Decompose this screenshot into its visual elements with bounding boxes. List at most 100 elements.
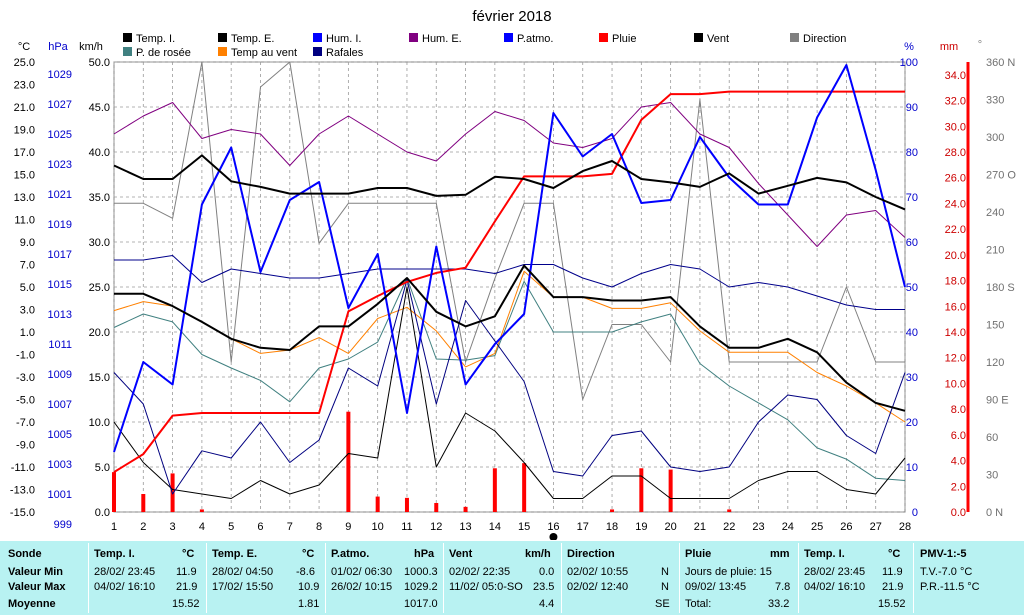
patmo-max-value: 1029.2 — [404, 581, 438, 593]
wind-tick-label: 10.0 — [89, 417, 110, 429]
dir-tick-label: 180 S — [986, 282, 1015, 294]
temp-i2-min-time: 28/02/ 23:45 — [804, 566, 866, 578]
legend-label: Direction — [803, 33, 846, 45]
temp-tick-label: 7.0 — [20, 260, 35, 272]
dir-tick-label: 30 — [986, 470, 998, 482]
stats-temp-i-2: Temp. I. °C 28/02/ 23:45 11.9 04/02/ 16:… — [800, 541, 912, 615]
mm-tick-label: 30.0 — [945, 121, 966, 133]
temp-i2-header: Temp. I. — [804, 548, 845, 560]
pluie-total-value: 33.2 — [768, 598, 790, 610]
legend-label: P. de rosée — [136, 47, 191, 59]
rain-bar — [668, 469, 673, 512]
hpa-tick-label: 1003 — [48, 459, 72, 471]
legend-swatch — [123, 33, 132, 42]
mm-tick-label: 22.0 — [945, 224, 966, 236]
chart-title: février 2018 — [472, 8, 551, 25]
hpa-tick-label: 999 — [54, 519, 72, 531]
wind-tick-label: 30.0 — [89, 237, 110, 249]
mm-tick-label: 32.0 — [945, 96, 966, 108]
hpa-tick-label: 1011 — [48, 339, 72, 351]
stats-patmo: P.atmo. hPa 01/02/ 06:30 1000.3 26/02/ 1… — [327, 541, 441, 615]
day-tick-label: 26 — [840, 521, 852, 533]
direction-header: Direction — [567, 548, 615, 560]
temp-tick-label: -1.0 — [16, 350, 35, 362]
mm-tick-label: 10.0 — [945, 378, 966, 390]
temp-i2-unit: °C — [888, 548, 901, 560]
wind-tick-label: 15.0 — [89, 372, 110, 384]
wind-tick-label: 0.0 — [95, 507, 110, 519]
pct-tick-label: 20 — [906, 417, 918, 429]
legend-swatch — [313, 33, 322, 42]
wind-tick-label: 20.0 — [89, 327, 110, 339]
patmo-unit: hPa — [414, 548, 435, 560]
temp-tick-label: -3.0 — [16, 372, 35, 384]
mm-tick-label: 16.0 — [945, 301, 966, 313]
day-tick-label: 24 — [782, 521, 794, 533]
pct-tick-label: 80 — [906, 147, 918, 159]
day-tick-label: 10 — [372, 521, 384, 533]
temp-tick-label: 21.0 — [14, 102, 35, 114]
today-marker — [549, 533, 558, 540]
legend-label: Hum. I. — [326, 33, 361, 45]
pmv-header: PMV-1:-5 — [920, 548, 967, 560]
pct-tick-label: 60 — [906, 237, 918, 249]
temp-e-min-value: -8.6 — [296, 566, 315, 578]
vent-max-time: 11/02/ 05:0-SO — [449, 581, 523, 593]
row-avg-label: Moyenne — [8, 598, 56, 610]
legend-label: P.atmo. — [517, 33, 554, 45]
rain-bar — [727, 509, 732, 512]
legend-swatch — [504, 33, 513, 42]
patmo-average: 1017.0 — [404, 598, 438, 610]
temp-e-min-time: 28/02/ 04:50 — [212, 566, 274, 578]
day-tick-label: 3 — [170, 521, 176, 533]
stats-divider — [88, 543, 89, 613]
pluie-unit: mm — [770, 548, 790, 560]
stats-temp-e: Temp. E. °C 28/02/ 04:50 -8.6 17/02/ 15:… — [208, 541, 322, 615]
pluie-max-value: 7.8 — [775, 581, 791, 593]
temp-tick-label: 11.0 — [14, 215, 35, 227]
legend-swatch — [218, 47, 227, 56]
direction-max-value: N — [661, 581, 669, 593]
mm-tick-label: 8.0 — [951, 404, 966, 416]
hpa-tick-label: 1025 — [48, 129, 72, 141]
day-tick-label: 15 — [518, 521, 530, 533]
row-max-label: Valeur Max — [8, 581, 66, 593]
rain-bar — [375, 496, 380, 512]
series-temp-e — [114, 264, 906, 412]
rain-bar — [492, 468, 497, 512]
series-direction — [114, 61, 905, 400]
temp-tick-label: 15.0 — [14, 170, 35, 182]
day-tick-label: 19 — [635, 521, 647, 533]
direction-min-time: 02/02/ 10:55 — [567, 566, 629, 578]
legend-swatch — [790, 33, 799, 42]
temp-e-max-value: 10.9 — [298, 581, 320, 593]
dir-tick-label: 240 — [986, 207, 1004, 219]
temp-tick-label: 5.0 — [20, 282, 35, 294]
legend-swatch — [123, 47, 132, 56]
series-p-atmo — [113, 64, 906, 453]
temp-tick-label: 25.0 — [14, 57, 35, 69]
mm-tick-label: 28.0 — [945, 147, 966, 159]
temp-i-max-value: 21.9 — [176, 581, 198, 593]
patmo-header: P.atmo. — [331, 548, 370, 560]
stats-pluie: Pluie mm Jours de pluie: 15 09/02/ 13:45… — [681, 541, 797, 615]
day-tick-label: 16 — [547, 521, 559, 533]
stats-direction: Direction 02/02/ 10:55 N 02/02/ 12:40 N … — [563, 541, 677, 615]
day-tick-label: 17 — [577, 521, 589, 533]
legend-label: Temp. E. — [231, 33, 274, 45]
temp-i2-max-value: 21.9 — [882, 581, 904, 593]
vent-unit: km/h — [525, 548, 551, 560]
legend-swatch — [599, 33, 608, 42]
unit-mm: mm — [940, 41, 958, 53]
hpa-tick-label: 1029 — [48, 69, 72, 81]
day-tick-label: 9 — [345, 521, 351, 533]
temp-i2-min-value: 11.9 — [882, 566, 903, 578]
unit-kmh: km/h — [79, 41, 103, 53]
dir-tick-label: 60 — [986, 432, 998, 444]
hpa-tick-label: 1005 — [48, 429, 72, 441]
hpa-tick-label: 1019 — [48, 219, 72, 231]
legend-label: Rafales — [326, 47, 364, 59]
pmv-tv: T.V.-7.0 °C — [920, 566, 973, 578]
hpa-tick-label: 1015 — [48, 279, 72, 291]
temp-i2-average: 15.52 — [878, 598, 906, 610]
